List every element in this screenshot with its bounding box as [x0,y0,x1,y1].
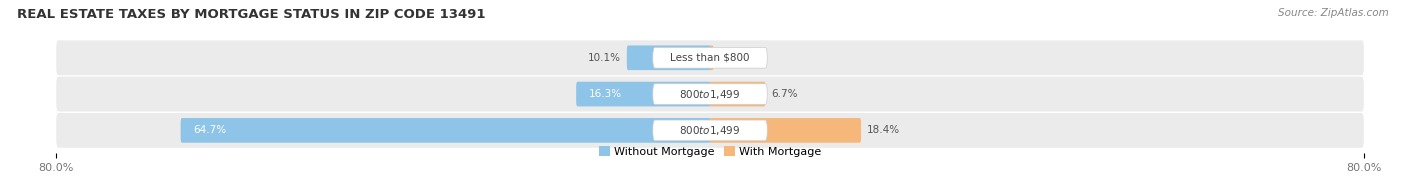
Text: Less than $800: Less than $800 [671,53,749,63]
Text: 18.4%: 18.4% [868,125,900,135]
FancyBboxPatch shape [576,82,710,106]
Text: 64.7%: 64.7% [194,125,226,135]
FancyBboxPatch shape [56,113,1364,148]
Text: 0.36%: 0.36% [720,53,752,63]
FancyBboxPatch shape [710,45,714,70]
FancyBboxPatch shape [710,118,860,143]
FancyBboxPatch shape [652,47,768,68]
Text: REAL ESTATE TAXES BY MORTGAGE STATUS IN ZIP CODE 13491: REAL ESTATE TAXES BY MORTGAGE STATUS IN … [17,8,485,21]
Text: 16.3%: 16.3% [589,89,623,99]
FancyBboxPatch shape [710,82,765,106]
FancyBboxPatch shape [56,40,1364,75]
FancyBboxPatch shape [652,84,768,104]
FancyBboxPatch shape [56,77,1364,112]
Text: $800 to $1,499: $800 to $1,499 [679,88,741,101]
Text: 10.1%: 10.1% [588,53,621,63]
FancyBboxPatch shape [627,45,710,70]
Legend: Without Mortgage, With Mortgage: Without Mortgage, With Mortgage [599,146,821,157]
Text: $800 to $1,499: $800 to $1,499 [679,124,741,137]
FancyBboxPatch shape [652,120,768,141]
Text: Source: ZipAtlas.com: Source: ZipAtlas.com [1278,8,1389,18]
FancyBboxPatch shape [180,118,710,143]
Text: 6.7%: 6.7% [772,89,797,99]
